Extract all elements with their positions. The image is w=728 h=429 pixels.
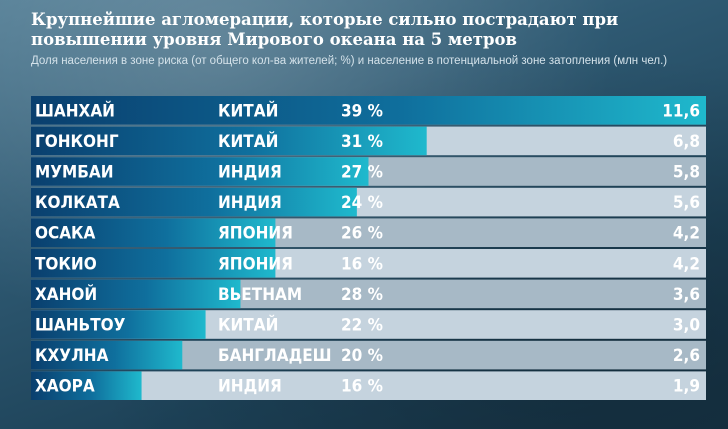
country-label: КИТАЙ <box>218 130 278 152</box>
share-label: 27 % <box>341 163 383 183</box>
share-label: 31 % <box>341 132 383 152</box>
population-label: 11,6 <box>662 101 700 121</box>
population-label: 2,6 <box>673 346 700 366</box>
population-label: 4,2 <box>673 224 700 244</box>
chart-subtitle: Доля населения в зоне риска (от общего к… <box>31 55 668 67</box>
bar <box>31 126 427 156</box>
country-label: КИТАЙ <box>218 314 278 336</box>
share-label: 39 % <box>341 101 383 121</box>
population-label: 3,6 <box>673 285 700 305</box>
row-4: КОЛКАТА ИНДИЯ 24 % 5,6 <box>31 187 706 217</box>
row-2: ГОНКОНГ КИТАЙ 31 % 6,8 <box>31 126 706 156</box>
city-label: МУМБАИ <box>35 163 114 183</box>
bar <box>31 310 206 339</box>
row-5: ОСАКА ЯПОНИЯ 26 % 4,2 <box>31 218 706 247</box>
bar-track <box>31 371 706 400</box>
row-10: ХАОРА ИНДИЯ 16 % 1,9 <box>31 371 706 400</box>
bar <box>31 340 183 370</box>
country-label: ИНДИЯ <box>218 377 282 397</box>
share-label: 24 % <box>341 193 383 213</box>
row-1: ШАНХАЙ КИТАЙ 39 % 11,6 <box>31 96 706 125</box>
city-label: ШАНЬТОУ <box>35 316 126 336</box>
population-label: 3,0 <box>673 316 700 336</box>
population-label: 1,9 <box>673 377 700 397</box>
share-label: 28 % <box>341 285 383 305</box>
row-9: КХУЛНА БАНГЛАДЕШ 20 % 2,6 <box>31 340 706 370</box>
bar <box>31 279 241 309</box>
city-label: ШАНХАЙ <box>35 99 115 121</box>
city-label: ТОКИО <box>35 254 97 274</box>
city-label: ОСАКА <box>35 224 96 244</box>
bar <box>31 96 706 125</box>
share-label: 16 % <box>341 254 383 274</box>
city-label: ХАОРА <box>35 377 95 397</box>
population-label: 5,8 <box>673 163 700 183</box>
city-label: КХУЛНА <box>35 346 109 366</box>
row-7: ХАНОЙ ВЬЕТНАМ 28 % 3,6 <box>31 279 706 309</box>
country-label: ИНДИЯ <box>218 163 282 183</box>
country-label: БАНГЛАДЕШ <box>218 346 332 366</box>
population-label: 5,6 <box>673 193 700 213</box>
share-label: 16 % <box>341 377 383 397</box>
share-label: 26 % <box>341 224 383 244</box>
population-label: 6,8 <box>673 132 700 152</box>
country-label: ВЬЕТНАМ <box>218 285 302 305</box>
row-8: ШАНЬТОУ КИТАЙ 22 % 3,0 <box>31 310 706 339</box>
share-label: 20 % <box>341 346 383 366</box>
country-label: КИТАЙ <box>218 99 278 121</box>
chart-title: Крупнейшие агломерации, которые сильно п… <box>31 10 619 49</box>
country-label: ЯПОНИЯ <box>218 224 293 244</box>
country-label: ЯПОНИЯ <box>218 254 293 274</box>
city-label: КОЛКАТА <box>35 193 120 213</box>
country-label: ИНДИЯ <box>218 193 282 213</box>
population-label: 4,2 <box>673 254 700 274</box>
row-6: ТОКИО ЯПОНИЯ 16 % 4,2 <box>31 249 706 278</box>
bar <box>31 218 276 247</box>
city-label: ХАНОЙ <box>35 283 97 305</box>
bar <box>31 157 369 186</box>
row-3: МУМБАИ ИНДИЯ 27 % 5,8 <box>31 157 706 186</box>
bar <box>31 249 276 278</box>
bar <box>31 187 357 217</box>
share-label: 22 % <box>341 316 383 336</box>
city-label: ГОНКОНГ <box>35 132 119 152</box>
bar <box>31 371 142 400</box>
